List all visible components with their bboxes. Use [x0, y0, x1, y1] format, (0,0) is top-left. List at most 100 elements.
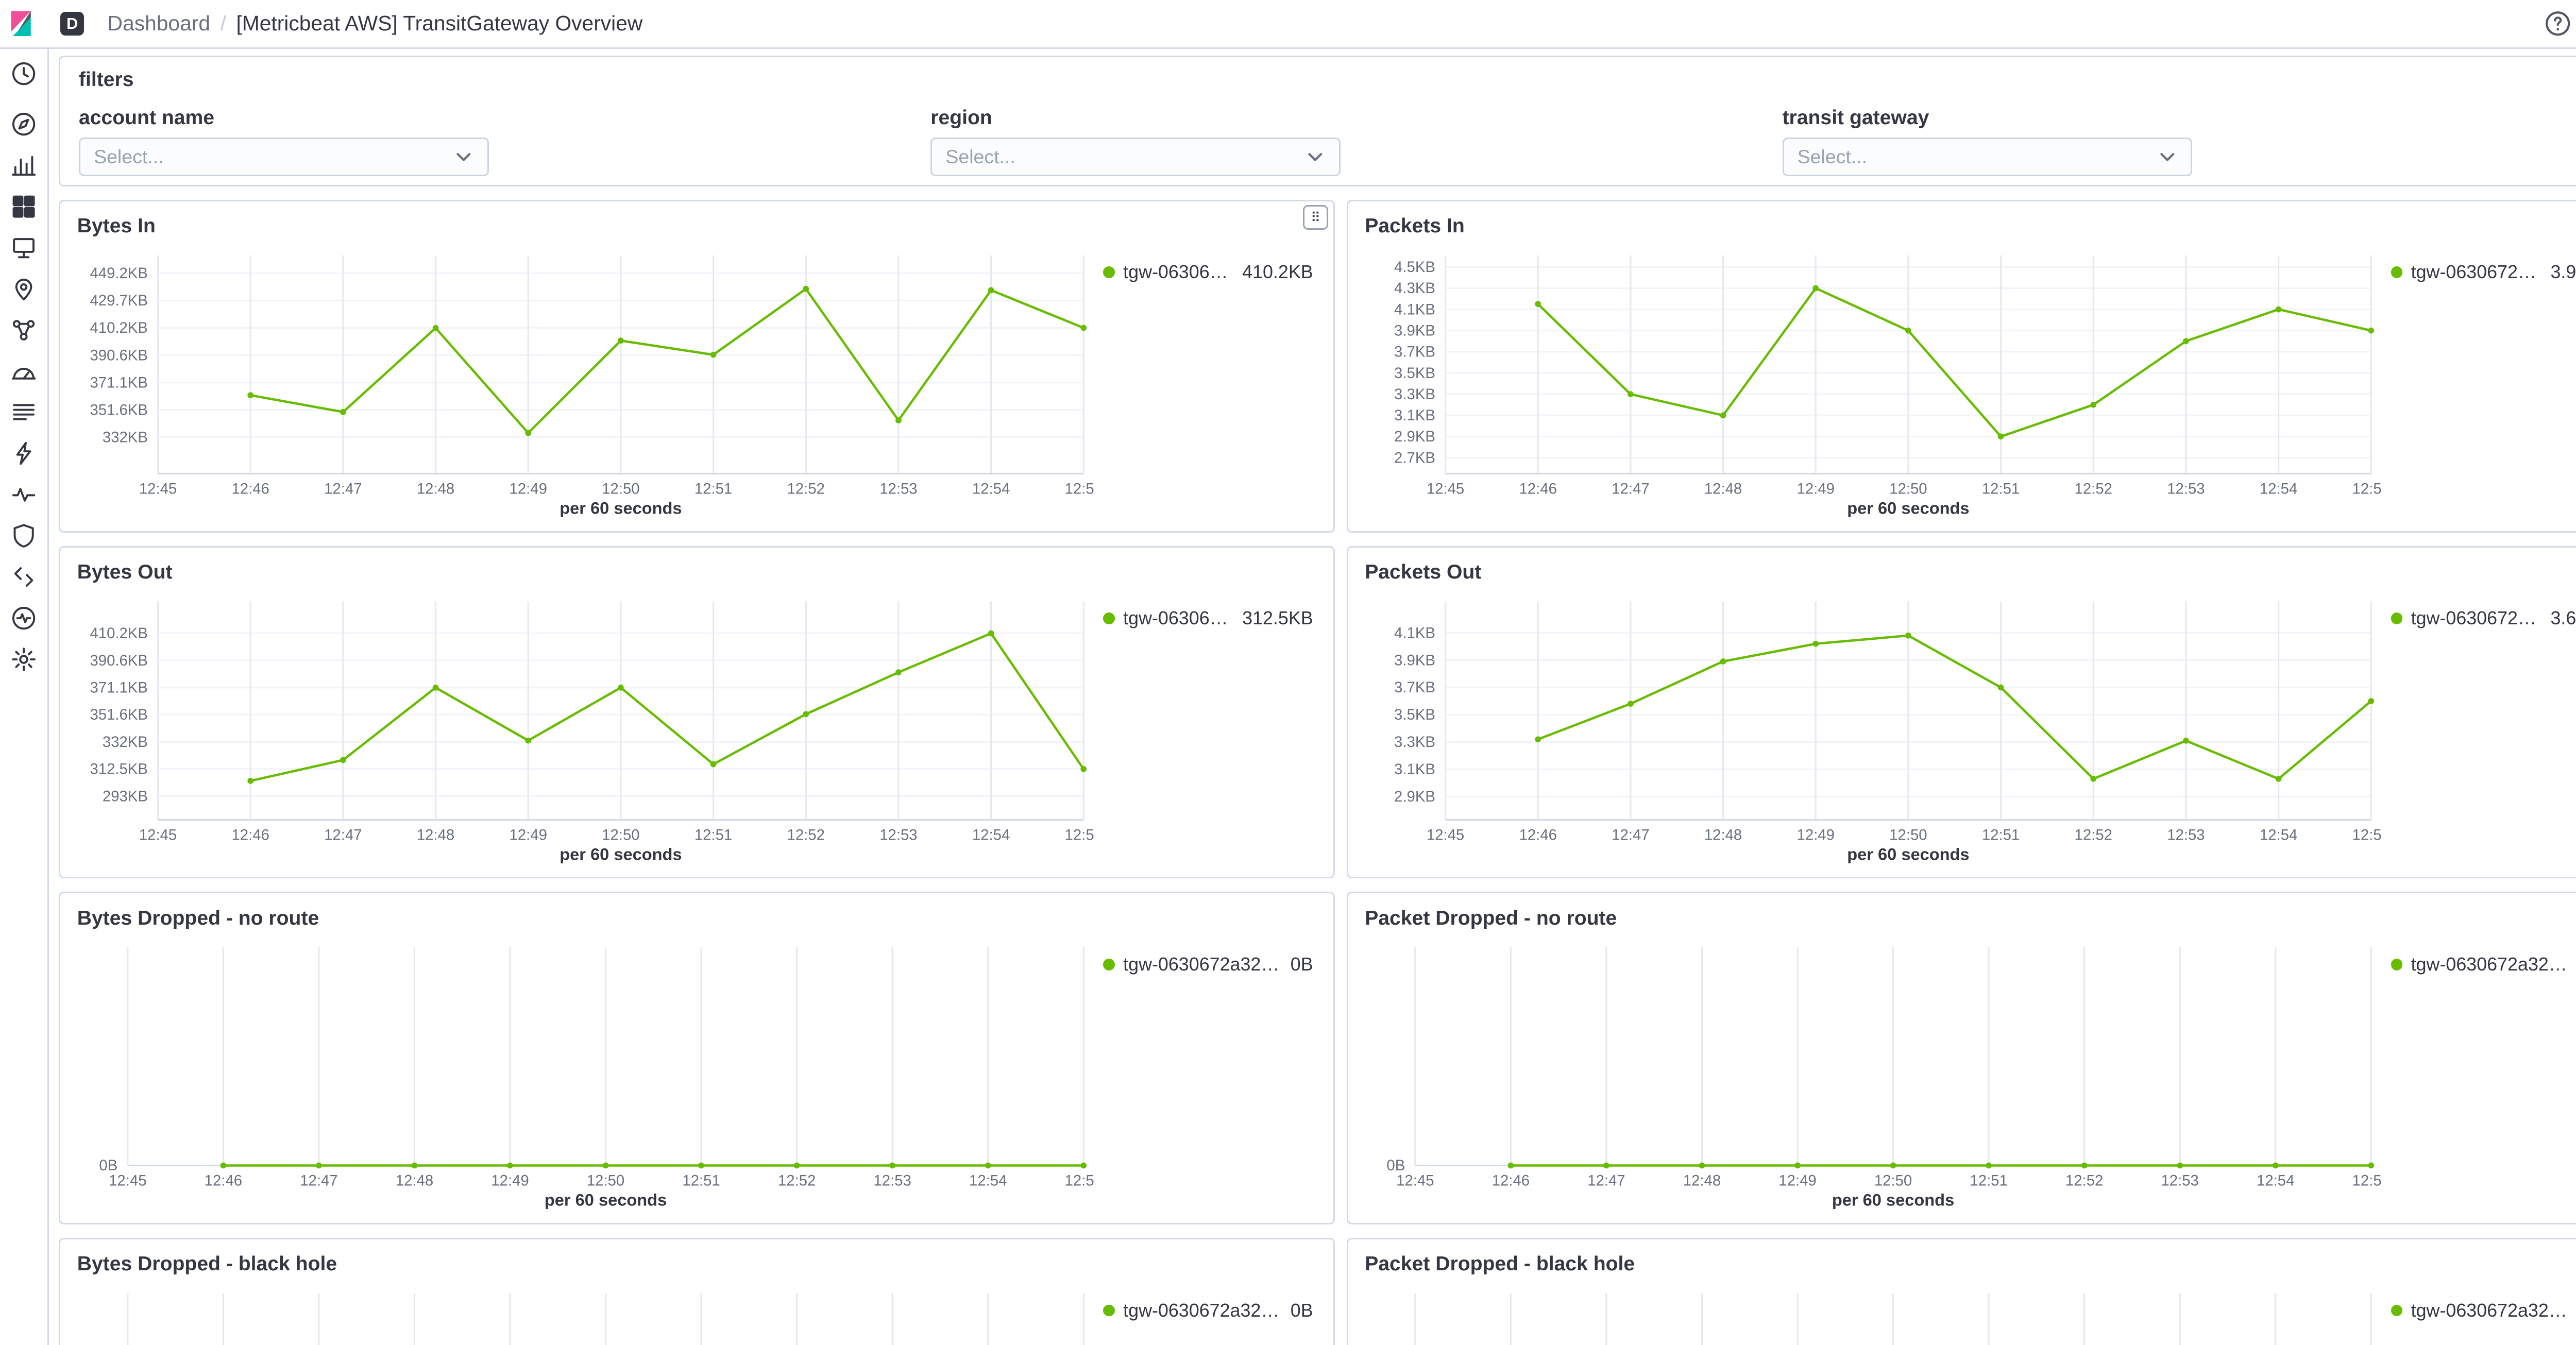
sidebar-item-logs[interactable]: [10, 399, 37, 425]
sidebar-item-dev-tools[interactable]: [10, 564, 37, 590]
sidebar-item-machine-learning[interactable]: [10, 317, 37, 344]
svg-text:12:54: 12:54: [2260, 826, 2297, 843]
chart-legend[interactable]: tgw-0630672a32f12... 410.2KB: [1093, 245, 1317, 283]
sidebar-item-apm[interactable]: [10, 440, 37, 467]
breadcrumb-dashboard[interactable]: Dashboard: [107, 11, 210, 36]
sidebar-item-uptime[interactable]: [10, 481, 37, 508]
breadcrumb: Dashboard / [Metricbeat AWS] TransitGate…: [108, 11, 643, 36]
svg-text:12:53: 12:53: [2161, 1172, 2199, 1189]
legend-series-label: tgw-0630672a32f12808a: [1123, 954, 1280, 975]
svg-text:351.6KB: 351.6KB: [90, 401, 148, 418]
visualize-icon: [11, 156, 36, 176]
svg-text:12:50: 12:50: [1889, 480, 1927, 497]
svg-text:3.5KB: 3.5KB: [1394, 706, 1435, 723]
chart-panel: Bytes In ⠿ 449.2KB 429.7KB 410.2KB 390.6KB 3…: [59, 200, 1335, 533]
sidebar-item-canvas[interactable]: [10, 234, 37, 261]
line-chart-canvas: 449.2KB 429.7KB 410.2KB 390.6KB 371.1KB 351.6…: [90, 255, 1094, 518]
svg-text:4.3KB: 4.3KB: [1394, 280, 1435, 297]
svg-text:4.5KB: 4.5KB: [1394, 259, 1435, 276]
svg-text:12:46: 12:46: [231, 826, 269, 843]
svg-text:3.7KB: 3.7KB: [1394, 343, 1435, 360]
sidebar-item-siem[interactable]: [10, 522, 37, 549]
legend-series-dot: [1103, 612, 1115, 625]
svg-text:12:51: 12:51: [694, 480, 732, 497]
help-icon: [2546, 11, 2570, 36]
sidebar-item-visualize[interactable]: [10, 152, 37, 179]
svg-text:12:46: 12:46: [1519, 480, 1557, 497]
panel-body: 449.2KB 429.7KB 410.2KB 390.6KB 371.1KB 351.6…: [77, 245, 1316, 521]
select-placeholder: Select...: [1797, 146, 1868, 168]
sidebar-item-discover[interactable]: [10, 111, 37, 138]
svg-text:12:53: 12:53: [2167, 826, 2205, 843]
legend-series-dot: [1103, 266, 1115, 279]
svg-text:12:47: 12:47: [1612, 480, 1649, 497]
legend-series-dot: [1103, 958, 1115, 971]
chart-legend[interactable]: tgw-0630672a32f1280... 3.6KB: [2381, 591, 2576, 629]
svg-text:3.3KB: 3.3KB: [1394, 734, 1435, 751]
chart-legend[interactable]: tgw-0630672a32f12808a 0B: [1093, 937, 1317, 975]
panel-body: 4.1KB 3.9KB 3.7KB 3.5KB 3.3KB 3.1KB 2.9KB 12:45…: [1365, 591, 2576, 867]
help-button[interactable]: [2544, 9, 2572, 38]
panel-title: Bytes Out: [77, 560, 173, 583]
svg-text:3.1KB: 3.1KB: [1394, 407, 1435, 424]
sidebar-item-dashboard[interactable]: [10, 193, 37, 220]
svg-text:12:45: 12:45: [139, 480, 177, 497]
svg-text:12:50: 12:50: [602, 826, 639, 843]
chart-legend[interactable]: tgw-0630672a32f12808a 0B: [2381, 937, 2576, 975]
svg-text:per 60 seconds: per 60 seconds: [1847, 844, 1969, 863]
svg-text:12:48: 12:48: [1683, 1172, 1721, 1189]
legend-series-value: 3.9KB: [2550, 262, 2576, 283]
line-chart-canvas: 410.2KB 390.6KB 371.1KB 351.6KB 332KB 312.5KB…: [90, 601, 1094, 863]
sidebar-item-recently-viewed[interactable]: [10, 60, 37, 87]
sidebar-item-stack-monitoring[interactable]: [10, 605, 37, 632]
svg-text:12:48: 12:48: [417, 826, 454, 843]
chart-legend[interactable]: tgw-0630672a32f12808a 0B: [2381, 1283, 2576, 1321]
svg-text:12:51: 12:51: [1982, 826, 2020, 843]
svg-text:371.1KB: 371.1KB: [90, 679, 148, 696]
line-chart: 449.2KB 429.7KB 410.2KB 390.6KB 371.1KB 351.6…: [77, 245, 1094, 521]
svg-text:12:50: 12:50: [1889, 826, 1927, 843]
panel-options-button[interactable]: ⠿: [1303, 205, 1328, 230]
svg-text:12:45: 12:45: [1427, 480, 1464, 497]
logs-icon: [12, 404, 35, 421]
svg-text:12:47: 12:47: [300, 1172, 337, 1189]
svg-text:12:54: 12:54: [972, 480, 1010, 497]
filters-heading: filters: [78, 69, 134, 91]
panel-title: Packet Dropped - black hole: [1365, 1253, 1635, 1275]
chart-legend[interactable]: tgw-0630672a32f12808a 0B: [1093, 1283, 1317, 1321]
svg-text:per 60 seconds: per 60 seconds: [1832, 1190, 1954, 1210]
svg-text:12:50: 12:50: [602, 480, 639, 497]
panel-title: Bytes In: [77, 215, 156, 237]
svg-text:3.9KB: 3.9KB: [1394, 652, 1435, 669]
filter-select-transit-gateway[interactable]: Select...: [1782, 138, 2193, 177]
kibana-logo[interactable]: [7, 9, 35, 38]
filter-select-account-name[interactable]: Select...: [78, 138, 489, 177]
svg-text:4.1KB: 4.1KB: [1394, 301, 1435, 318]
sidebar-item-management[interactable]: [10, 646, 37, 673]
svg-text:12:55: 12:55: [2352, 826, 2381, 843]
svg-text:0B: 0B: [1387, 1157, 1405, 1174]
chart-legend[interactable]: tgw-0630672a32f12... 312.5KB: [1093, 591, 1317, 629]
panel-header: Bytes Dropped - no route: [77, 907, 1316, 938]
svg-text:390.6KB: 390.6KB: [90, 347, 148, 364]
svg-text:12:52: 12:52: [2065, 1172, 2103, 1189]
filter-select-region[interactable]: Select...: [930, 138, 1341, 177]
panel-title: Packet Dropped - no route: [1365, 907, 1617, 929]
legend-series-value: 0B: [1290, 1300, 1313, 1321]
chart-panel: Packet Dropped - black hole 0B12:4512:46…: [1346, 1238, 2576, 1345]
sidebar-item-maps[interactable]: [10, 276, 37, 302]
svg-text:per 60 seconds: per 60 seconds: [1847, 499, 1969, 518]
panel-title: Packets Out: [1365, 560, 1482, 583]
legend-series-dot: [2391, 1304, 2403, 1317]
svg-text:12:47: 12:47: [324, 826, 362, 843]
clock-icon: [12, 62, 35, 86]
sidebar-item-metrics[interactable]: [10, 357, 37, 384]
panel-header: Packet Dropped - no route: [1365, 907, 2576, 938]
legend-series-value: 410.2KB: [1242, 262, 1313, 283]
svg-text:12:47: 12:47: [1612, 826, 1649, 843]
chart-legend[interactable]: tgw-0630672a32f1280... 3.9KB: [2381, 245, 2576, 283]
select-placeholder: Select...: [945, 146, 1015, 168]
svg-text:12:48: 12:48: [417, 480, 454, 497]
filter-control: account name Select...: [78, 107, 930, 177]
